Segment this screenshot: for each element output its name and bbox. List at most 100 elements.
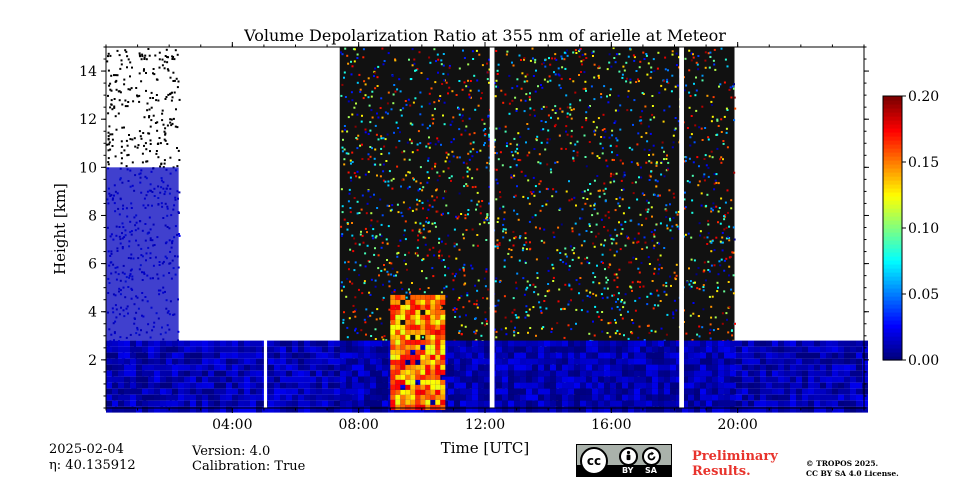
heatmap-cell [736,370,742,377]
heatmap-cell [504,228,507,231]
heatmap-cell [582,197,585,199]
heatmap-cell [130,388,136,395]
heatmap-cell [529,92,531,95]
heatmap-cell [139,55,142,58]
heatmap-cell [142,406,148,413]
heatmap-cell [784,400,790,407]
heatmap-cell [528,308,531,311]
heatmap-cell [472,244,475,247]
heatmap-cell [592,400,598,407]
heatmap-cell [208,400,214,407]
heatmap-cell [646,382,652,389]
heatmap-cell [534,61,537,64]
heatmap-cell [604,382,610,389]
heatmap-cell [428,56,431,59]
heatmap-cell [395,294,401,300]
heatmap-cell [615,137,618,140]
heatmap-cell [358,358,364,365]
heatmap-cell [592,50,595,53]
heatmap-cell [533,109,536,112]
heatmap-cell [396,165,399,168]
heatmap-cell [602,189,605,192]
heatmap-cell [382,170,385,173]
heatmap-cell [232,388,238,395]
heatmap-cell [638,176,640,179]
heatmap-cell [106,400,112,407]
heatmap-cell [474,284,477,287]
heatmap-cell [141,53,144,56]
heatmap-cell [727,211,729,214]
heatmap-cell [472,406,478,413]
heatmap-cell [664,358,670,365]
heatmap-cell [524,174,527,177]
heatmap-cell [652,307,655,310]
heatmap-cell [646,388,652,395]
heatmap-cell [707,175,710,178]
heatmap-cell [352,311,355,313]
heatmap-cell [628,261,631,264]
heatmap-cell [376,76,379,79]
heatmap-cell [686,127,689,129]
heatmap-cell [748,352,754,359]
heatmap-cell [584,53,587,56]
heatmap-cell [736,340,742,347]
heatmap-cell [454,370,460,377]
heatmap-cell [486,297,489,300]
heatmap-cell [660,84,663,87]
heatmap-cell [379,317,382,320]
heatmap-cell [590,85,593,88]
heatmap-cell [121,157,123,160]
heatmap-cell [109,133,112,136]
heatmap-cell [382,388,388,395]
heatmap-cell [457,215,460,218]
heatmap-cell [430,309,436,315]
heatmap-cell [292,358,298,365]
heatmap-cell [434,81,437,84]
heatmap-cell [137,144,140,147]
heatmap-cell [732,274,735,277]
heatmap-cell [574,370,580,377]
heatmap-cell [310,370,316,377]
heatmap-cell [580,364,586,371]
heatmap-cell [208,364,214,371]
heatmap-cell [589,183,592,185]
heatmap-cell [662,120,665,123]
heatmap-cell [856,400,862,407]
heatmap-cell [556,352,562,359]
heatmap-cell [208,388,214,395]
heatmap-cell [381,47,384,50]
heatmap-cell [588,332,591,335]
heatmap-cell [454,358,460,365]
heatmap-cell [603,226,606,228]
heatmap-cell [374,279,377,282]
heatmap-cell [352,370,358,377]
heatmap-cell [220,340,226,347]
heatmap-cell [465,229,468,231]
heatmap-cell [450,179,452,182]
heatmap-cell [487,144,490,147]
heatmap-cell [148,54,151,57]
heatmap-cell [723,269,726,272]
heatmap-cell [602,113,605,116]
heatmap-cell [433,254,436,257]
heatmap-cell [504,231,507,234]
heatmap-cell [640,224,643,227]
heatmap-cell [701,139,704,141]
heatmap-cell [226,340,232,347]
heatmap-cell [250,376,256,383]
heatmap-cell [351,151,354,154]
heatmap-cell [543,300,546,302]
heatmap-cell [820,370,826,377]
heatmap-cell [652,406,658,413]
heatmap-cell [250,388,256,395]
heatmap-cell [448,86,451,89]
heatmap-cell [292,394,298,401]
heatmap-cell [238,352,244,359]
heatmap-cell [784,394,790,401]
heatmap-cell [700,388,706,395]
heatmap-cell [542,326,545,329]
heatmap-cell [148,340,154,347]
heatmap-cell [484,352,490,359]
heatmap-cell [723,290,726,293]
heatmap-cell [171,58,174,60]
